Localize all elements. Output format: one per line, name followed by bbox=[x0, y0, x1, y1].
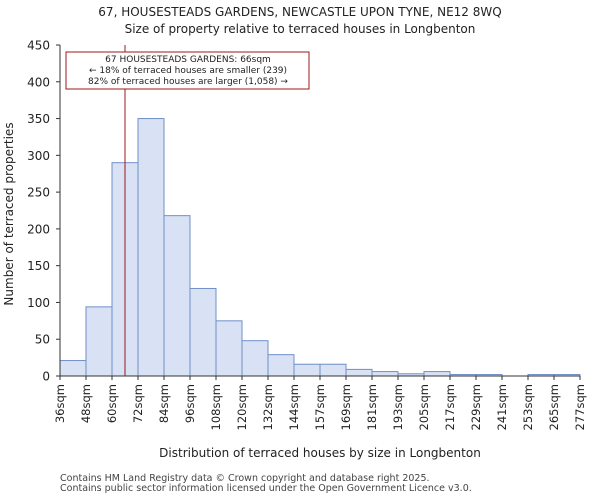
y-axis: 0 50 100 150 200 250 300 350 400 450 bbox=[27, 39, 60, 384]
x-tick-label: 96sqm bbox=[183, 384, 197, 423]
bar-169sqm bbox=[345, 368, 373, 377]
y-tick-label: 50 bbox=[35, 333, 50, 347]
annotation-line-3: 82% of terraced houses are larger (1,058… bbox=[88, 77, 288, 87]
x-tick-label: 193sqm bbox=[391, 384, 405, 430]
footer-line-2: Contains public sector information licen… bbox=[60, 483, 472, 494]
annotation-line-2: ← 18% of terraced houses are smaller (23… bbox=[89, 66, 287, 76]
bar-132sqm bbox=[267, 354, 295, 377]
x-tick-label: 108sqm bbox=[209, 384, 223, 430]
y-tick-label: 250 bbox=[27, 186, 50, 200]
y-tick-label: 300 bbox=[27, 149, 50, 163]
bar-120sqm bbox=[241, 340, 269, 377]
x-axis-label: Distribution of terraced houses by size … bbox=[159, 446, 481, 460]
x-tick-label: 229sqm bbox=[469, 384, 483, 430]
x-tick-label: 265sqm bbox=[547, 384, 561, 430]
bar-84sqm bbox=[163, 215, 191, 377]
x-tick-label: 144sqm bbox=[287, 384, 301, 430]
chart-subtitle: Size of property relative to terraced ho… bbox=[125, 22, 476, 36]
x-tick-label: 36sqm bbox=[53, 384, 67, 423]
x-axis: 36sqm 48sqm 60sqm 72sqm 84sqm 96sqm 108sqm 120s… bbox=[53, 376, 587, 430]
footer-line-1: Contains HM Land Registry data © Crown c… bbox=[60, 473, 430, 484]
x-tick-label: 181sqm bbox=[365, 384, 379, 430]
y-tick-label: 150 bbox=[27, 259, 50, 273]
y-tick-label: 200 bbox=[27, 222, 50, 236]
x-tick-label: 120sqm bbox=[235, 384, 249, 430]
y-tick-label: 0 bbox=[42, 370, 50, 384]
bar-48sqm bbox=[85, 306, 113, 377]
bar-96sqm bbox=[189, 287, 217, 377]
bar-157sqm bbox=[319, 363, 347, 377]
x-tick-label: 169sqm bbox=[339, 384, 353, 430]
annotation-box: 67 HOUSESTEADS GARDENS: 66sqm ← 18% of t… bbox=[65, 51, 310, 90]
x-tick-label: 157sqm bbox=[313, 384, 327, 430]
plot-area bbox=[59, 45, 581, 377]
x-tick-label: 72sqm bbox=[131, 384, 145, 423]
x-tick-label: 217sqm bbox=[443, 384, 457, 430]
y-tick-label: 350 bbox=[27, 112, 50, 126]
annotation-border bbox=[65, 51, 310, 90]
y-tick-label: 450 bbox=[27, 39, 50, 53]
bar-108sqm bbox=[215, 320, 243, 377]
x-tick-label: 241sqm bbox=[495, 384, 509, 430]
x-tick-label: 277sqm bbox=[573, 384, 587, 430]
y-tick-label: 100 bbox=[27, 296, 50, 310]
x-tick-label: 205sqm bbox=[417, 384, 431, 430]
x-tick-label: 48sqm bbox=[79, 384, 93, 423]
y-axis-label: Number of terraced properties bbox=[2, 122, 16, 305]
x-tick-label: 60sqm bbox=[105, 384, 119, 423]
bar-205sqm bbox=[423, 371, 451, 377]
chart-title: 67, HOUSESTEADS GARDENS, NEWCASTLE UPON … bbox=[98, 5, 501, 19]
bar-72sqm bbox=[137, 118, 165, 377]
bar-144sqm bbox=[293, 363, 321, 377]
y-tick-label: 400 bbox=[27, 75, 50, 89]
bar-36sqm bbox=[59, 360, 87, 377]
annotation-line-1: 67 HOUSESTEADS GARDENS: 66sqm bbox=[105, 55, 271, 65]
x-tick-label: 253sqm bbox=[521, 384, 535, 430]
x-tick-label: 84sqm bbox=[157, 384, 171, 423]
x-tick-label: 132sqm bbox=[261, 384, 275, 430]
bar-181sqm bbox=[371, 371, 399, 377]
